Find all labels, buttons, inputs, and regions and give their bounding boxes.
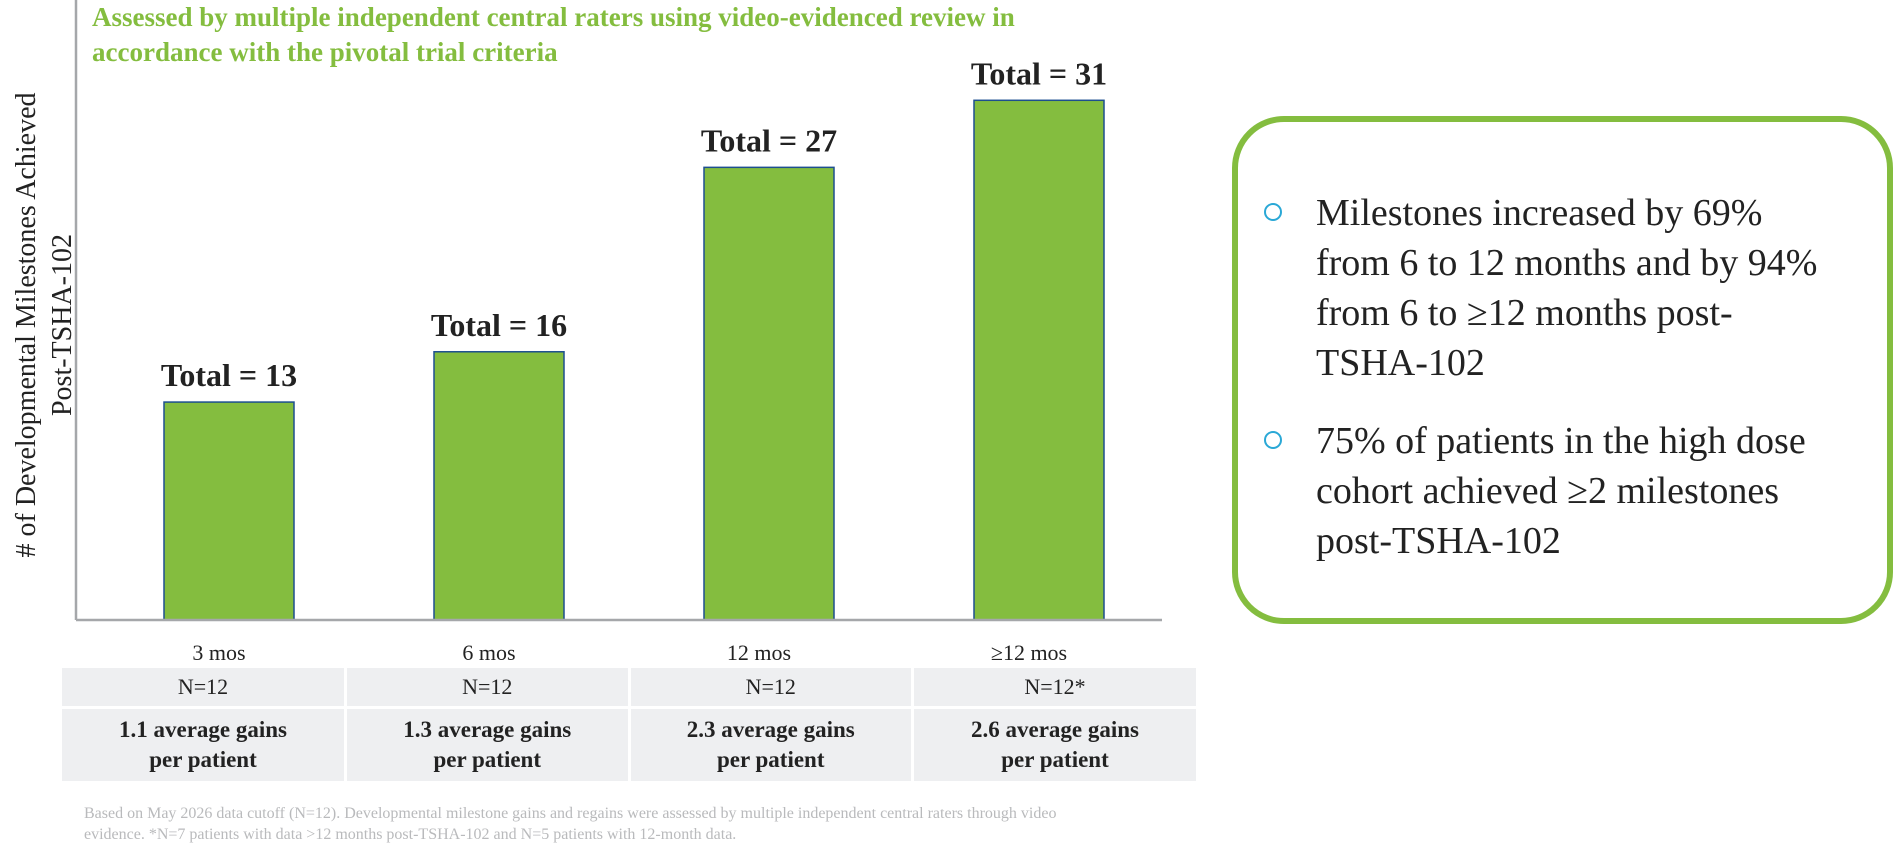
- average-gains-text: 1.3 average gains per patient: [403, 717, 572, 772]
- bar: [973, 99, 1105, 621]
- average-gains-cell: 2.6 average gains per patient: [912, 707, 1196, 781]
- hollow-circle-icon: [1264, 431, 1282, 449]
- sample-size-cell: N=12: [62, 668, 347, 709]
- bar-data-label: Total = 27: [701, 122, 837, 158]
- average-gains-text: 2.3 average gains per patient: [686, 717, 855, 772]
- bar: [433, 351, 565, 621]
- bar-data-label: Total = 16: [431, 307, 567, 343]
- sample-size-row: N=12 N=12 N=12 N=12*: [62, 668, 1196, 709]
- bar-data-label: Total = 31: [971, 55, 1107, 91]
- average-gains-cell: 1.3 average gains per patient: [345, 707, 631, 781]
- key-findings-list: Milestones increased by 69% from 6 to 12…: [1264, 188, 1836, 594]
- hollow-circle-icon: [1264, 203, 1282, 221]
- footnote: Based on May 2026 data cutoff (N=12). De…: [84, 805, 1057, 843]
- bar-data-label: Total = 13: [161, 357, 297, 393]
- average-gains-text: 2.6 average gains per patient: [970, 717, 1139, 772]
- key-finding-text: Milestones increased by 69% from 6 to 12…: [1316, 192, 1818, 384]
- sample-size-cell: N=12: [629, 668, 914, 709]
- key-findings-callout: Milestones increased by 69% from 6 to 12…: [1232, 116, 1893, 624]
- key-finding-item: Milestones increased by 69% from 6 to 12…: [1264, 188, 1836, 388]
- bar: [163, 401, 295, 621]
- bar-chart: Total = 13 3 mos Total = 16 6 mos Total = 27…: [74, 0, 1162, 665]
- average-gains-text: 1.1 average gains per patient: [118, 717, 287, 772]
- x-tick-label: 6 mos: [462, 640, 515, 665]
- average-gains-cell: 1.1 average gains per patient: [62, 707, 347, 781]
- average-gains-row: 1.1 average gains per patient 1.3 averag…: [62, 707, 1196, 781]
- x-tick-label: 3 mos: [192, 640, 245, 665]
- x-tick-label: ≥12 mos: [991, 640, 1067, 665]
- key-finding-text: 75% of patients in the high dose cohort …: [1316, 420, 1806, 562]
- stats-table: N=12 N=12 N=12 N=12* 1.1 average gains p…: [62, 668, 1196, 781]
- sample-size-cell: N=12: [345, 668, 631, 709]
- sample-size-cell: N=12*: [912, 668, 1196, 709]
- bar: [703, 166, 835, 621]
- x-tick-label: 12 mos: [727, 640, 791, 665]
- key-finding-item: 75% of patients in the high dose cohort …: [1264, 416, 1836, 566]
- chart-subtitle: Assessed by multiple independent central…: [92, 2, 1015, 67]
- average-gains-cell: 2.3 average gains per patient: [629, 707, 914, 781]
